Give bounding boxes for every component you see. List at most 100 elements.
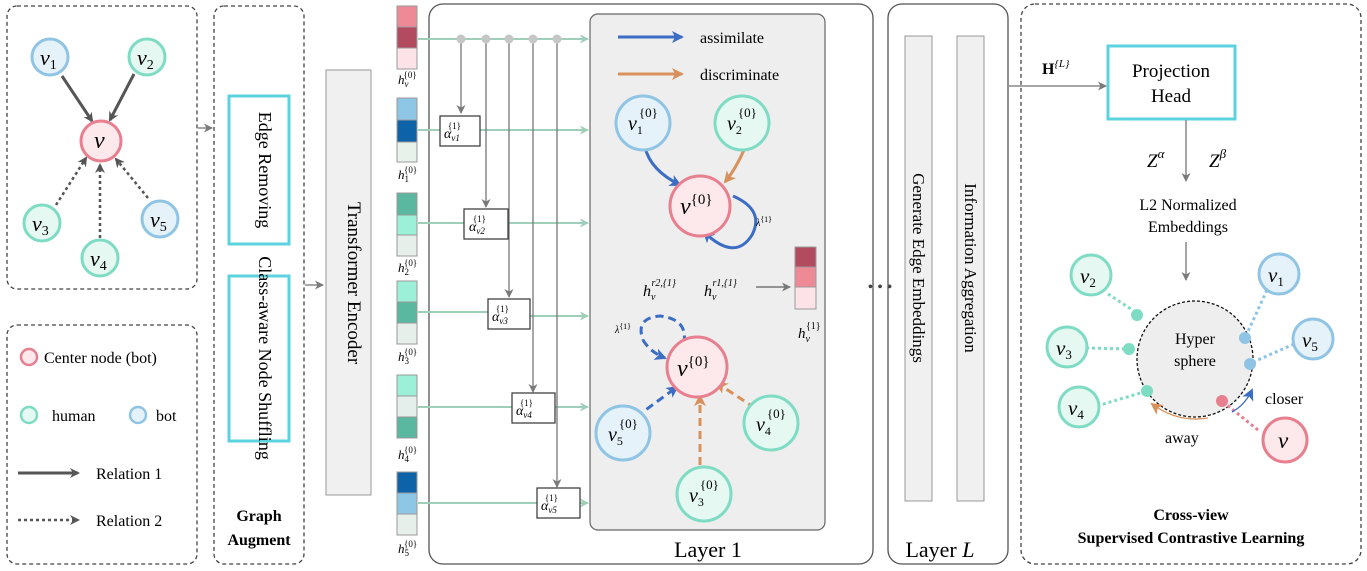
svg-text:αv5{1}: αv5{1} bbox=[541, 493, 558, 515]
svg-text:v{0}: v{0} bbox=[680, 192, 713, 220]
layer1-lower-graph: v{0} v5{0} v4{0} v3{0} λ{1} bbox=[594, 314, 800, 523]
projection-head-box bbox=[1106, 44, 1237, 121]
legend-human-label: human bbox=[52, 408, 96, 425]
svg-text:αv1{1}: αv1{1} bbox=[444, 121, 461, 143]
input-graph-panel bbox=[6, 5, 198, 290]
generate-edge-label: Generate Edge Embeddings bbox=[909, 173, 928, 363]
svg-text:v3: v3 bbox=[1056, 336, 1072, 362]
generate-edge-box bbox=[904, 35, 933, 502]
edge-removing-box bbox=[227, 94, 291, 246]
edge-removing-label: Edge Removing bbox=[255, 112, 275, 228]
node-center bbox=[79, 119, 123, 163]
attention-dots bbox=[456, 34, 562, 44]
away-label: away bbox=[1165, 430, 1199, 447]
svg-text:αv3{1}: αv3{1} bbox=[492, 304, 509, 326]
svg-text:v3: v3 bbox=[32, 211, 49, 239]
legend-bot-label: bot bbox=[156, 408, 177, 425]
contrastive-title-1: Cross-view bbox=[1153, 507, 1229, 524]
legend-bot-swatch bbox=[128, 405, 148, 425]
svg-text:v5: v5 bbox=[1302, 328, 1318, 354]
legend-center-label: Center node (bot) bbox=[44, 350, 157, 367]
layer1-h-labels: hvr2,{1} hvr1,{1} hv{1} bbox=[643, 246, 821, 345]
hypersphere: Hyper sphere closer away bbox=[1085, 289, 1304, 447]
info-agg-label: Information Aggregation bbox=[961, 183, 980, 353]
legend-relation2: Relation 2 bbox=[96, 513, 162, 530]
node-v2 bbox=[127, 37, 167, 77]
attention-verticals bbox=[456, 39, 562, 488]
contrastive-nodes: v2 v3 v4 v1 v5 v bbox=[1045, 252, 1335, 464]
projection-label-2: Head bbox=[1151, 86, 1192, 107]
svg-text:λ{1}: λ{1} bbox=[614, 322, 631, 336]
svg-text:v: v bbox=[94, 128, 105, 154]
layer1-panel bbox=[428, 3, 874, 565]
assimilate-label: assimilate bbox=[700, 30, 764, 47]
svg-text:v4: v4 bbox=[1068, 396, 1084, 422]
node-v1 bbox=[30, 37, 70, 77]
transformer-encoder-label: Transformer Encoder bbox=[343, 202, 364, 365]
svg-text:v5{0}: v5{0} bbox=[608, 416, 638, 448]
layer1-upper-graph: v1{0} v2{0} v{0} λ{1} bbox=[614, 94, 772, 250]
svg-text:αv4{1}: αv4{1} bbox=[516, 398, 533, 420]
svg-text:v{0}: v{0} bbox=[677, 354, 710, 382]
svg-text:v1{0}: v1{0} bbox=[628, 105, 658, 137]
svg-text:sphere: sphere bbox=[1174, 353, 1216, 370]
feature-labels: hv{0} h1{0} h2{0} h3{0} h4{0} h5{0} bbox=[398, 70, 417, 558]
attention-boxes: αv1{1} αv2{1} αv3{1} αv4{1} αv5{1} bbox=[439, 115, 581, 519]
svg-text:v: v bbox=[1278, 428, 1289, 453]
svg-text:v1: v1 bbox=[1268, 263, 1284, 289]
layerL-panel bbox=[887, 3, 1009, 565]
legend-human-swatch bbox=[19, 405, 39, 425]
svg-text:Zβ: Zβ bbox=[1209, 146, 1227, 172]
projection-label-1: Projection bbox=[1132, 61, 1211, 82]
node-shuffling-label: Class-aware Node Shuffling bbox=[255, 256, 275, 460]
svg-text:v4{0}: v4{0} bbox=[756, 406, 786, 438]
legend-panel bbox=[6, 324, 198, 565]
legend-relation1: Relation 1 bbox=[96, 466, 162, 483]
svg-text:hv{1}: hv{1} bbox=[798, 321, 821, 345]
svg-text:v5: v5 bbox=[150, 207, 167, 235]
l2-label-1: L2 Normalized bbox=[1139, 197, 1236, 214]
svg-text:h3{0}: h3{0} bbox=[398, 347, 417, 366]
l2-label-2: Embeddings bbox=[1148, 219, 1228, 236]
svg-text:h5{0}: h5{0} bbox=[398, 539, 417, 558]
svg-text:Zα: Zα bbox=[1147, 146, 1166, 172]
svg-text:v2{0}: v2{0} bbox=[727, 105, 757, 137]
svg-text:v4: v4 bbox=[90, 246, 107, 274]
svg-text:hvr2,{1}: hvr2,{1} bbox=[643, 278, 676, 303]
graph-augment-panel bbox=[213, 5, 305, 565]
contrastive-panel bbox=[1020, 3, 1362, 565]
legend-center-swatch bbox=[19, 347, 39, 367]
svg-text:v3{0}: v3{0} bbox=[689, 477, 719, 509]
feature-vectors bbox=[396, 5, 418, 536]
attention-wiring bbox=[418, 34, 589, 508]
svg-text:hvr1,{1}: hvr1,{1} bbox=[704, 278, 737, 303]
node-shuffling-box bbox=[227, 274, 291, 443]
contrastive-title-2: Supervised Contrastive Learning bbox=[1078, 530, 1305, 547]
layerL-title: Layer L bbox=[905, 537, 974, 562]
input-graph: v1 v2 v v3 v4 v5 bbox=[22, 37, 180, 278]
node-v5 bbox=[140, 199, 180, 239]
legend: Center node (bot) human bot Relation 1 R… bbox=[18, 347, 177, 530]
node-v3 bbox=[22, 203, 62, 243]
transformer-encoder-box bbox=[325, 69, 372, 496]
svg-text:h2{0}: h2{0} bbox=[398, 258, 417, 277]
svg-text:Hyper: Hyper bbox=[1175, 331, 1216, 348]
svg-text:hv{0}: hv{0} bbox=[398, 70, 417, 89]
svg-text:λ{1}: λ{1} bbox=[755, 215, 772, 229]
svg-text:H{L}: H{L} bbox=[1042, 58, 1070, 78]
node-v4 bbox=[80, 238, 120, 278]
graph-augment-title-2: Augment bbox=[227, 532, 291, 549]
ellipsis: • • • bbox=[868, 279, 893, 296]
info-agg-box bbox=[956, 35, 985, 502]
svg-text:v1: v1 bbox=[40, 45, 57, 73]
svg-text:v2: v2 bbox=[137, 45, 154, 73]
layer1-title: Layer 1 bbox=[674, 537, 742, 562]
svg-text:αv2{1}: αv2{1} bbox=[469, 214, 486, 236]
svg-text:h1{0}: h1{0} bbox=[398, 165, 417, 184]
closer-label: closer bbox=[1265, 391, 1304, 408]
graph-augment-title-1: Graph bbox=[236, 508, 281, 525]
svg-text:v2: v2 bbox=[1080, 264, 1096, 290]
discriminate-label: discriminate bbox=[700, 67, 779, 84]
svg-text:h4{0}: h4{0} bbox=[398, 445, 417, 464]
